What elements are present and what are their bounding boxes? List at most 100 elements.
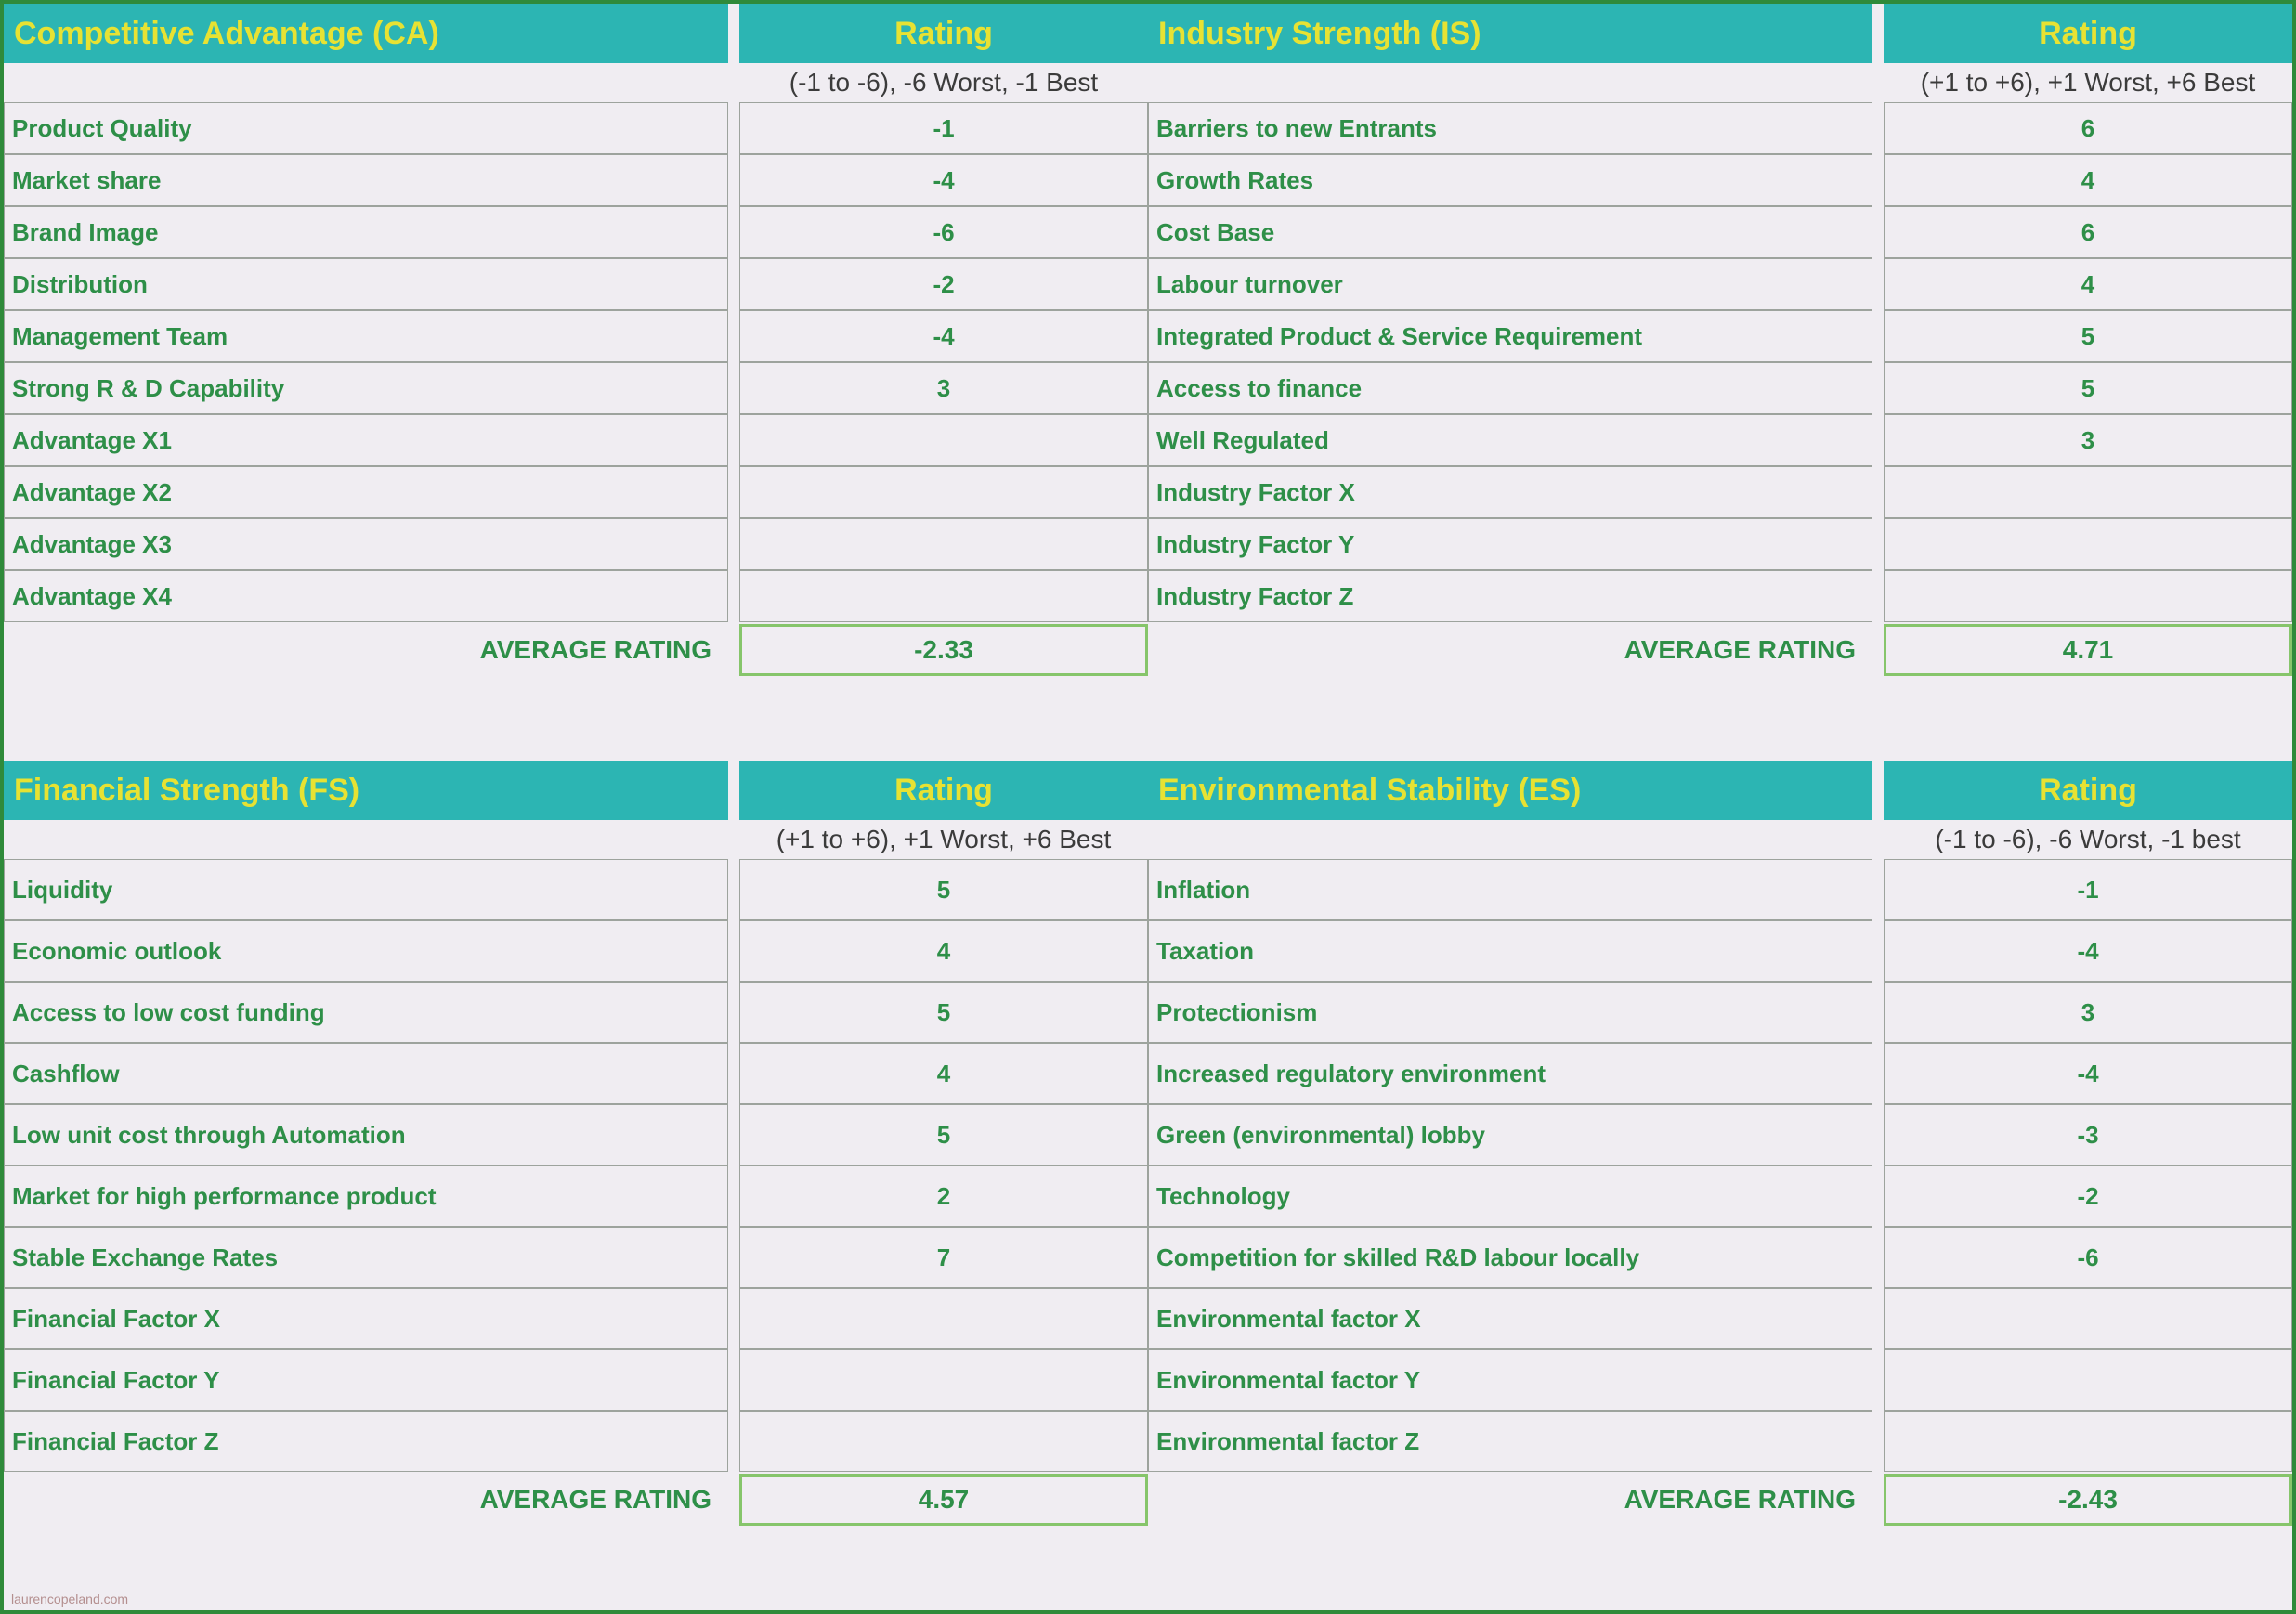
rating-cell[interactable]: -4 [739, 310, 1148, 362]
rating-cell[interactable]: 3 [739, 362, 1148, 414]
rating-cell[interactable]: -1 [739, 102, 1148, 154]
factor-label-cell[interactable]: Industry Factor Y [1148, 518, 1872, 570]
factor-label-cell[interactable]: Advantage X3 [4, 518, 728, 570]
factor-label-cell[interactable]: Advantage X2 [4, 466, 728, 518]
average-row: AVERAGE RATING-2.33 [4, 624, 1148, 676]
factor-label-cell[interactable]: Access to low cost funding [4, 982, 728, 1043]
scale-slot: (+1 to +6), +1 Worst, +6 Best [1148, 63, 2292, 102]
factor-label-cell[interactable]: Stable Exchange Rates [4, 1227, 728, 1288]
table-row: Product Quality-1 [4, 102, 1148, 154]
rating-cell[interactable]: -1 [1884, 859, 2292, 920]
rating-cell[interactable] [739, 518, 1148, 570]
factor-label-cell[interactable]: Economic outlook [4, 920, 728, 982]
factor-label-cell[interactable]: Increased regulatory environment [1148, 1043, 1872, 1104]
quadrant-is: Industry Strength (IS)Rating(+1 to +6), … [1148, 4, 2292, 761]
rating-cell[interactable]: 5 [1884, 310, 2292, 362]
factor-label-cell[interactable]: Industry Factor Z [1148, 570, 1872, 622]
table-row: Increased regulatory environment-4 [1148, 1043, 2292, 1104]
rows-wrap: Inflation-1Taxation-4Protectionism3Incre… [1148, 859, 2292, 1472]
factor-label-cell[interactable]: Technology [1148, 1165, 1872, 1227]
factor-label-cell[interactable]: Access to finance [1148, 362, 1872, 414]
table-row: Financial Factor X [4, 1288, 1148, 1349]
scale-spacer [4, 820, 728, 859]
factor-label-cell[interactable]: Market share [4, 154, 728, 206]
factor-label-cell[interactable]: Protectionism [1148, 982, 1872, 1043]
rating-cell[interactable]: 5 [739, 982, 1148, 1043]
factor-label-cell[interactable]: Distribution [4, 258, 728, 310]
factor-label-cell[interactable]: Financial Factor Z [4, 1411, 728, 1472]
rating-cell[interactable]: -2 [739, 258, 1148, 310]
rating-cell[interactable] [1884, 518, 2292, 570]
rating-cell[interactable]: -4 [1884, 920, 2292, 982]
factor-label-cell[interactable]: Cost Base [1148, 206, 1872, 258]
rating-cell[interactable]: -3 [1884, 1104, 2292, 1165]
factor-label-cell[interactable]: Advantage X4 [4, 570, 728, 622]
factor-label-cell[interactable]: Advantage X1 [4, 414, 728, 466]
average-value: -2.33 [739, 624, 1148, 676]
factor-label-cell[interactable]: Environmental factor Y [1148, 1349, 1872, 1411]
factor-label-cell[interactable]: Strong R & D Capability [4, 362, 728, 414]
rating-cell[interactable] [739, 570, 1148, 622]
scale-note: (+1 to +6), +1 Worst, +6 Best [739, 820, 1148, 859]
factor-label-cell[interactable]: Barriers to new Entrants [1148, 102, 1872, 154]
table-row: Market share-4 [4, 154, 1148, 206]
rating-cell[interactable] [739, 466, 1148, 518]
rating-cell[interactable]: 4 [1884, 154, 2292, 206]
rating-cell[interactable]: 2 [739, 1165, 1148, 1227]
scale-spacer [4, 63, 728, 102]
rating-cell[interactable]: -2 [1884, 1165, 2292, 1227]
factor-label-cell[interactable]: Green (environmental) lobby [1148, 1104, 1872, 1165]
factor-label-cell[interactable]: Environmental factor X [1148, 1288, 1872, 1349]
factor-label-cell[interactable]: Inflation [1148, 859, 1872, 920]
rating-cell[interactable]: 4 [739, 920, 1148, 982]
rating-cell[interactable] [739, 1288, 1148, 1349]
rating-cell[interactable]: -4 [1884, 1043, 2292, 1104]
factor-label-cell[interactable]: Industry Factor X [1148, 466, 1872, 518]
rating-cell[interactable]: 6 [1884, 206, 2292, 258]
factor-label-cell[interactable]: Liquidity [4, 859, 728, 920]
table-row: Economic outlook4 [4, 920, 1148, 982]
table-row: Technology-2 [1148, 1165, 2292, 1227]
factor-label-cell[interactable]: Well Regulated [1148, 414, 1872, 466]
rating-cell[interactable]: 3 [1884, 982, 2292, 1043]
table-row: Growth Rates4 [1148, 154, 2292, 206]
rating-cell[interactable]: 4 [739, 1043, 1148, 1104]
rating-cell[interactable]: 4 [1884, 258, 2292, 310]
rating-cell[interactable] [739, 1349, 1148, 1411]
factor-label-cell[interactable]: Financial Factor Y [4, 1349, 728, 1411]
rating-cell[interactable] [1884, 466, 2292, 518]
rating-cell[interactable] [739, 414, 1148, 466]
rating-cell[interactable]: 3 [1884, 414, 2292, 466]
factor-label-cell[interactable]: Financial Factor X [4, 1288, 728, 1349]
header-row-ca: Competitive Advantage (CA)Rating [4, 4, 1148, 63]
rating-cell[interactable]: -4 [739, 154, 1148, 206]
rating-cell[interactable]: 5 [739, 859, 1148, 920]
factor-label-cell[interactable]: Taxation [1148, 920, 1872, 982]
rating-cell[interactable] [1884, 1349, 2292, 1411]
rating-cell[interactable]: 7 [739, 1227, 1148, 1288]
factor-label-cell[interactable]: Growth Rates [1148, 154, 1872, 206]
factor-label-cell[interactable]: Brand Image [4, 206, 728, 258]
rating-cell[interactable] [1884, 570, 2292, 622]
factor-label-cell[interactable]: Low unit cost through Automation [4, 1104, 728, 1165]
rating-cell[interactable] [1884, 1288, 2292, 1349]
rating-cell[interactable]: -6 [739, 206, 1148, 258]
factor-label-cell[interactable]: Product Quality [4, 102, 728, 154]
rating-cell[interactable]: 5 [1884, 362, 2292, 414]
rating-cell[interactable] [739, 1411, 1148, 1472]
factor-label-cell[interactable]: Labour turnover [1148, 258, 1872, 310]
factor-label-cell[interactable]: Cashflow [4, 1043, 728, 1104]
table-row: Industry Factor Y [1148, 518, 2292, 570]
factor-label-cell[interactable]: Competition for skilled R&D labour local… [1148, 1227, 1872, 1288]
scale-note: (-1 to -6), -6 Worst, -1 Best [739, 63, 1148, 102]
table-row: Industry Factor Z [1148, 570, 2292, 622]
rating-cell[interactable]: 6 [1884, 102, 2292, 154]
rating-cell[interactable]: 5 [739, 1104, 1148, 1165]
factor-label-cell[interactable]: Management Team [4, 310, 728, 362]
factor-label-cell[interactable]: Environmental factor Z [1148, 1411, 1872, 1472]
scale-slot: (-1 to -6), -6 Worst, -1 Best [4, 63, 1148, 102]
rating-cell[interactable]: -6 [1884, 1227, 2292, 1288]
rating-cell[interactable] [1884, 1411, 2292, 1472]
factor-label-cell[interactable]: Market for high performance product [4, 1165, 728, 1227]
factor-label-cell[interactable]: Integrated Product & Service Requirement [1148, 310, 1872, 362]
